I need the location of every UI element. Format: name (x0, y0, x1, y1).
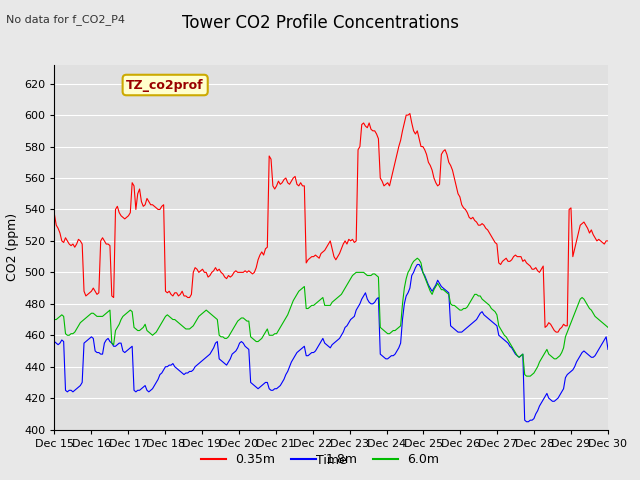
Text: Tower CO2 Profile Concentrations: Tower CO2 Profile Concentrations (182, 14, 458, 33)
Text: TZ_co2prof: TZ_co2prof (126, 79, 204, 92)
Y-axis label: CO2 (ppm): CO2 (ppm) (6, 213, 19, 281)
Text: No data for f_CO2_P4: No data for f_CO2_P4 (6, 14, 125, 25)
Legend: 0.35m, 1.8m, 6.0m: 0.35m, 1.8m, 6.0m (195, 448, 445, 471)
X-axis label: Time: Time (316, 454, 347, 467)
